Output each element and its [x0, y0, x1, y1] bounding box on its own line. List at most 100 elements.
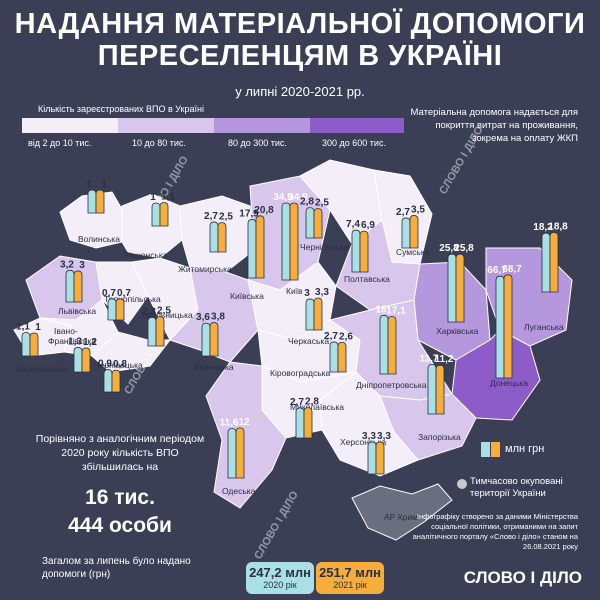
value-label-2020: 2,7: [204, 211, 218, 222]
region-label-dnipropetrovska: Дніпропетровська: [356, 380, 427, 390]
value-label-2020: 17,9: [239, 208, 259, 219]
bar-2021: [235, 427, 245, 479]
value-label-2021: 1: [101, 179, 107, 190]
region-shape-ternopilska: [95, 261, 149, 325]
value-label-2021: 2,8: [305, 397, 319, 408]
region-label-sumska: Сумська: [396, 247, 430, 257]
comparison-text: Порівняно з аналогічним періодом 2020 ро…: [35, 433, 205, 473]
bar-2020: [351, 229, 361, 273]
bar-2021: [313, 297, 323, 331]
region-label-chernivetska: Чернівецька: [94, 360, 143, 370]
value-label-2021: 6,9: [361, 220, 375, 231]
footer-note: Інфографіку створено за даними Міністерс…: [412, 512, 578, 551]
unit-legend-icon: [481, 442, 500, 457]
bar-2020: [87, 189, 97, 214]
value-label-2021: 2,5: [157, 306, 171, 317]
value-label-2020: 34,9: [273, 192, 293, 203]
bar-2020: [201, 322, 211, 357]
legend-label-3: 80 до 300 тис.: [228, 138, 287, 148]
bar-2020: [367, 441, 377, 475]
bar-2021: [159, 202, 169, 227]
value-label-2020: 1,3: [68, 336, 82, 347]
bar-2020: [227, 428, 237, 479]
value-label-2020: 3,3: [362, 431, 376, 442]
bar-2020: [447, 253, 457, 323]
occupied-legend-dot: [457, 479, 467, 489]
value-label-2021: 2,5: [315, 198, 329, 209]
bar-pairs: 1 11 1,12,7 2,5 17,920,834,934,92,8 2,52,7 3,5…: [16, 179, 568, 479]
value-label-2020: 1,1: [16, 321, 30, 332]
watermark-3: СЛОВО І ДІЛО: [437, 124, 486, 197]
title-line-2: ПЕРЕСЕЛЕНЦЯМ В УКРАЇНІ: [97, 40, 503, 72]
legend-label-1: від 2 до 10 тис.: [28, 138, 92, 148]
region-label-vinnytska: Вінницька: [194, 362, 234, 372]
crimea-label: АР Крим: [384, 512, 418, 522]
note-right: Матеріальна допомога надається для покри…: [410, 107, 578, 144]
bar-2021: [289, 202, 299, 281]
bar-2021: [115, 298, 125, 321]
bar-2020: [281, 202, 291, 281]
title-line-1: НАДАННЯ МАТЕРІАЛЬНОЇ ДОПОМОГИ: [14, 8, 586, 40]
value-label-2020: 3: [304, 288, 310, 299]
value-label-2020: 1: [86, 179, 92, 190]
value-label-2020: 11,7: [420, 353, 439, 364]
value-label-2021: 2,6: [339, 331, 353, 342]
bar-2020: [401, 217, 411, 249]
bar-2021: [455, 253, 465, 323]
value-label-2021: 1: [35, 322, 41, 333]
bar-2020: [73, 347, 83, 373]
bar-2020: [427, 363, 437, 415]
region-label-volynska: Волинська: [78, 234, 120, 244]
bar-2021: [111, 369, 121, 393]
bar-2021: [387, 316, 397, 375]
total-2021-year: 2021 рік: [333, 580, 367, 590]
increase-line-1: 16 тис.: [85, 486, 155, 509]
region-label-lvivska: Львівська: [58, 306, 96, 316]
bar-2020: [379, 314, 389, 375]
region-label-zhytomyrska: Житомирська: [178, 264, 232, 274]
bar-2020: [151, 202, 161, 227]
legend-color-bar: [22, 118, 404, 133]
region-label-ternopilska: Тернопільська: [104, 294, 161, 304]
value-label-2021: 17,1: [386, 306, 406, 317]
total-2021-box: 251,7 млн 2021 рік: [316, 562, 384, 594]
bar-2021: [313, 208, 323, 239]
bar-2020: [21, 332, 31, 357]
region-label-rivnenska: Рівненська: [124, 250, 168, 260]
bar-2020: [329, 341, 339, 373]
total-2021-value: 251,7 млн: [319, 565, 381, 580]
bar-2020: [495, 275, 505, 379]
region-label-donetska: Донецька: [490, 378, 528, 388]
total-caption: Загалом за липень було надано допомоги (…: [42, 556, 191, 580]
legend-swatch-2: [118, 118, 214, 133]
watermark-4: СЛОВО І ДІЛО: [252, 489, 301, 562]
bar-2020: [305, 207, 315, 239]
region-label-ivano-frankivska-2: Франківська: [48, 336, 96, 346]
value-label-2021: 68,7: [502, 264, 522, 275]
bar-2021: [255, 215, 265, 279]
value-label-2020: 18: [375, 304, 387, 315]
legend-swatch-1: [22, 118, 118, 133]
value-label-2021: 2,5: [219, 212, 233, 223]
bar-2021: [549, 231, 559, 293]
legend-label-2: 10 до 80 тис.: [132, 138, 186, 148]
value-label-2021: 34,9: [288, 192, 308, 203]
legend-swatch-4: [310, 118, 404, 133]
value-label-2021: 0,8: [113, 359, 127, 370]
occupied-legend-label: Тимчасово окуповані території України: [470, 476, 563, 499]
region-label-kyiv: Київ: [286, 286, 303, 296]
region-shape-crimea: [351, 483, 453, 541]
bar-2020: [209, 221, 219, 253]
total-2020-value: 247,2 млн: [249, 565, 311, 580]
value-label-2021: 11,2: [435, 354, 454, 365]
value-label-2021: 3,3: [377, 431, 391, 442]
value-label-2020: 25,8: [439, 243, 459, 254]
legend-swatch-3: [214, 118, 310, 133]
value-label-2021: 3,5: [411, 204, 425, 215]
bar-2020: [107, 298, 117, 321]
bar-2021: [375, 441, 385, 475]
value-label-2020: 2,7: [324, 331, 338, 342]
increase-line-2: 444 особи: [68, 514, 172, 537]
